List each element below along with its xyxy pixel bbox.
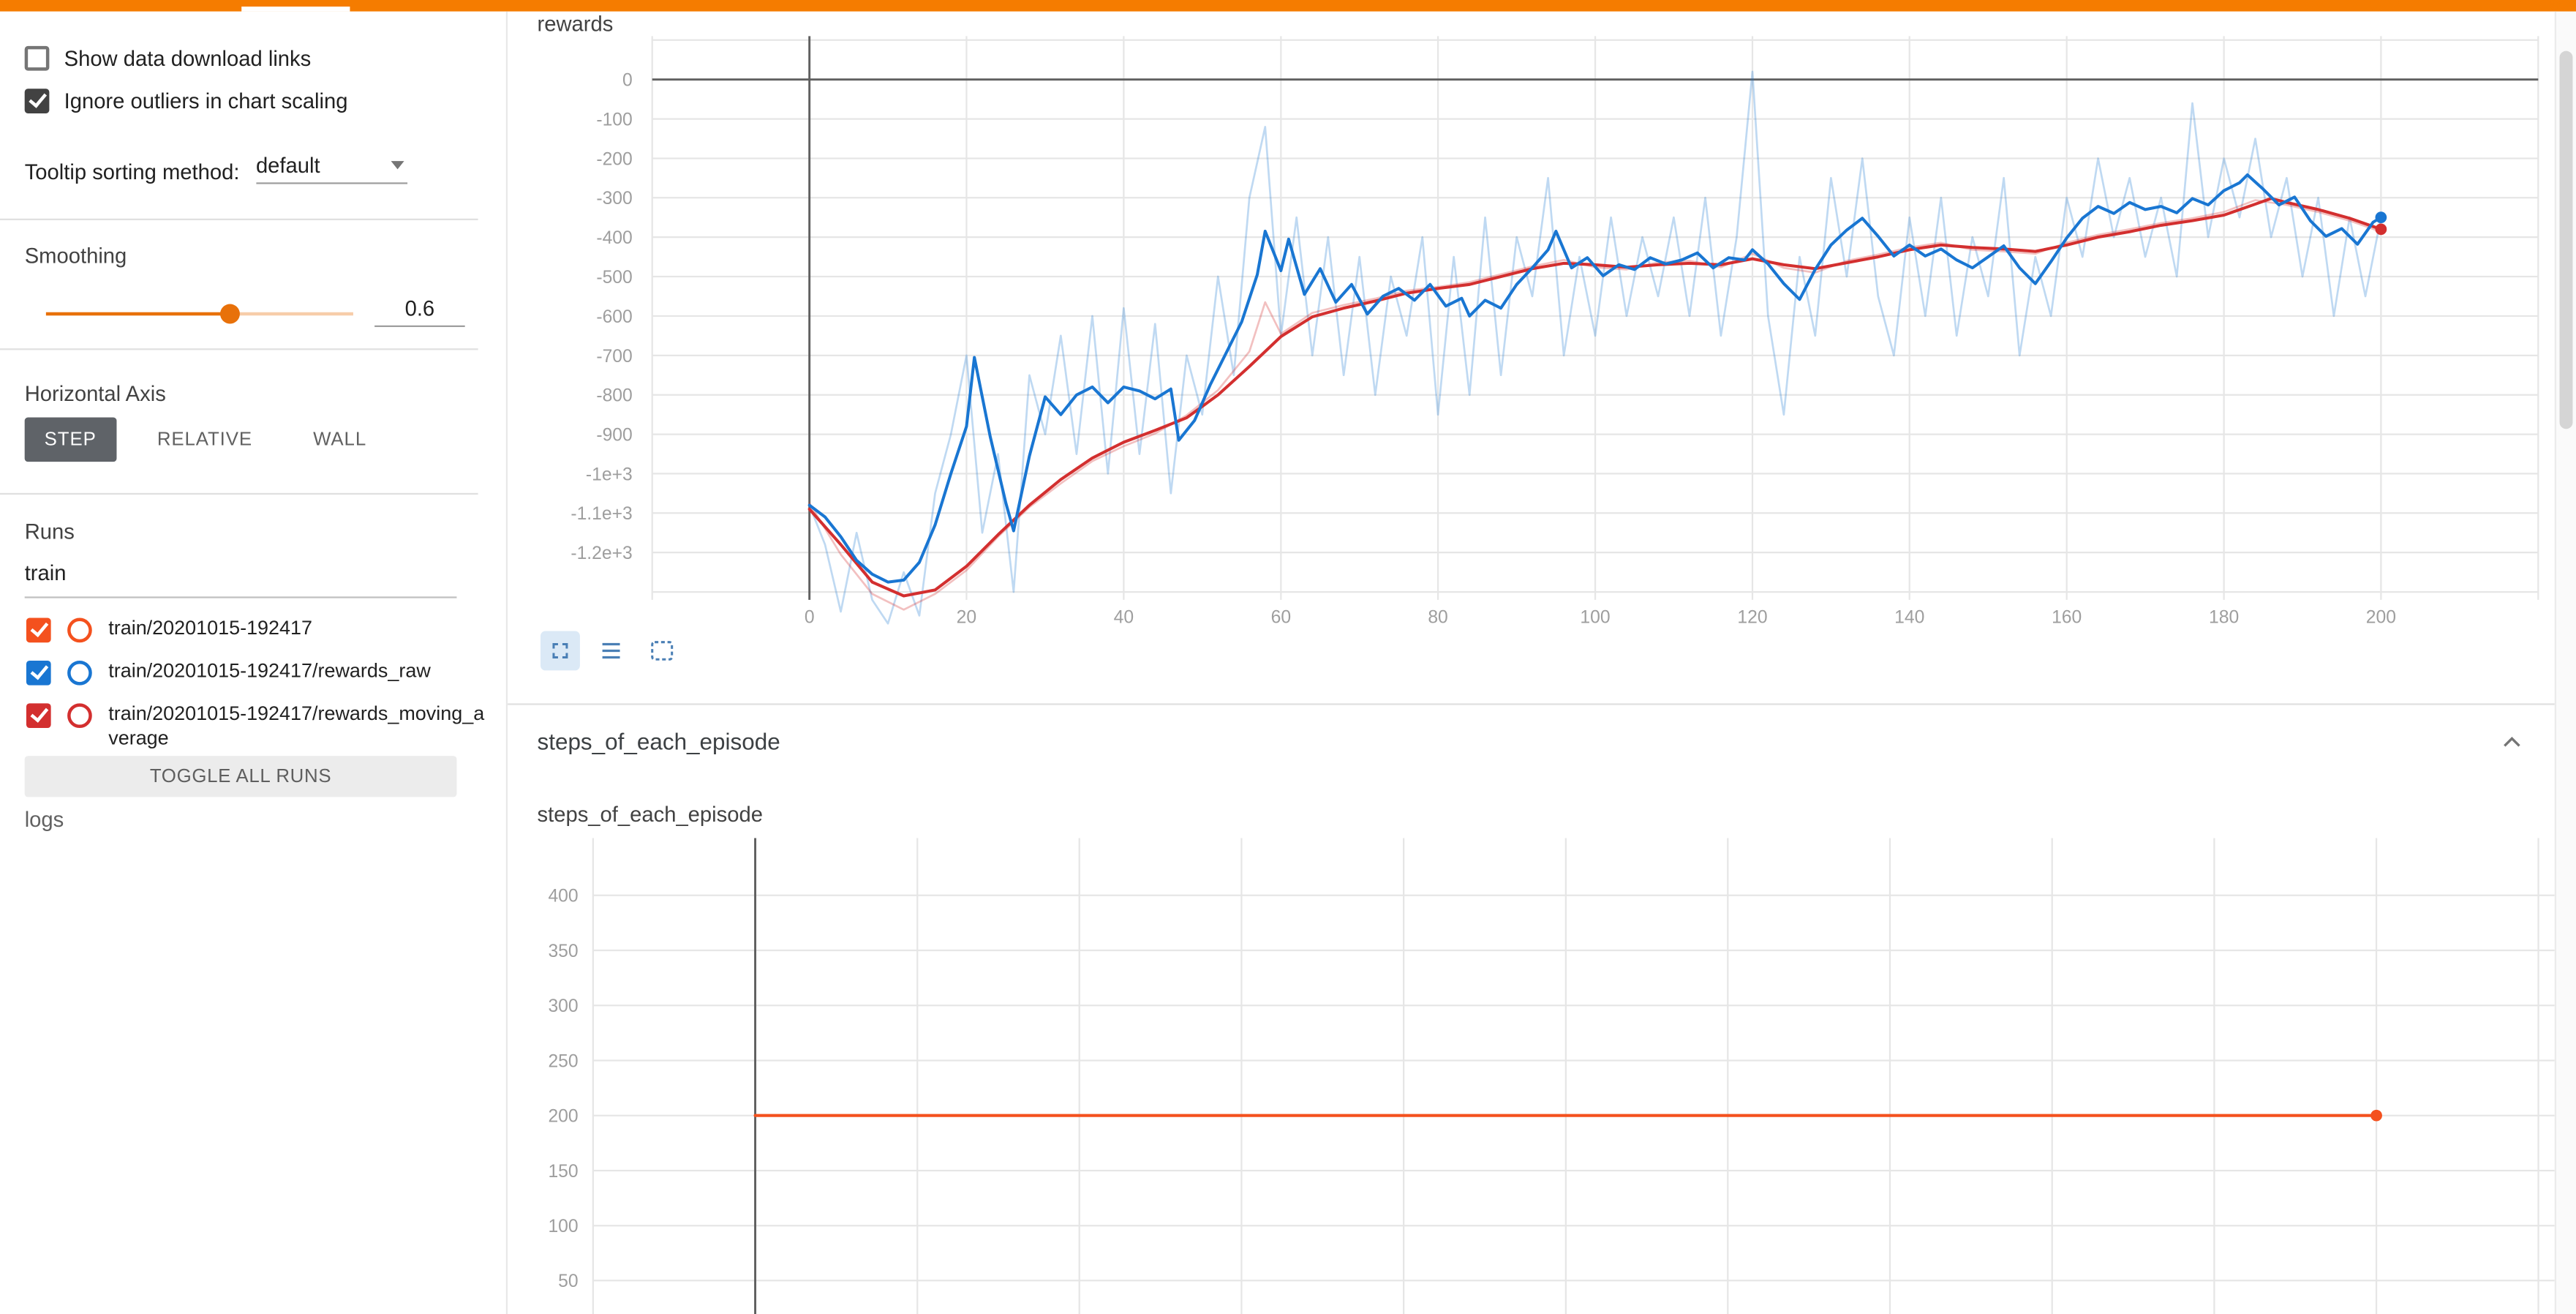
- svg-text:120: 120: [1737, 607, 1767, 627]
- axis-button-wall[interactable]: WALL: [293, 418, 386, 462]
- checkbox-icon[interactable]: [24, 45, 50, 71]
- svg-text:20: 20: [957, 607, 976, 627]
- svg-text:40: 40: [1114, 607, 1134, 627]
- axis-button-relative[interactable]: RELATIVE: [138, 418, 272, 462]
- checkbox-label: Show data download links: [64, 45, 312, 71]
- svg-text:-800: -800: [596, 386, 632, 406]
- run-checkbox[interactable]: [26, 703, 51, 729]
- svg-text:-1e+3: -1e+3: [586, 465, 633, 484]
- smoothing-slider-row: 0.6: [0, 291, 506, 327]
- fullscreen-icon[interactable]: [540, 631, 580, 671]
- svg-text:100: 100: [1580, 607, 1610, 627]
- tooltip-sorting-row: Tooltip sorting method: default: [25, 153, 407, 184]
- runs-filter-input[interactable]: train: [24, 560, 457, 598]
- svg-text:160: 160: [2052, 607, 2082, 627]
- header-bar: [0, 0, 2576, 12]
- divider: [0, 492, 478, 495]
- svg-text:400: 400: [548, 887, 578, 906]
- divider: [0, 348, 478, 350]
- svg-text:200: 200: [548, 1107, 578, 1127]
- run-checkbox[interactable]: [26, 660, 51, 686]
- run-label: train/20201015-192417/rewards_raw: [108, 658, 431, 683]
- svg-text:200: 200: [2366, 607, 2396, 627]
- run-item-0[interactable]: train/20201015-192417: [25, 616, 493, 643]
- svg-text:-900: -900: [596, 426, 632, 446]
- run-item-2[interactable]: train/20201015-192417/rewards_moving_ave…: [25, 702, 493, 751]
- scrollbar-thumb[interactable]: [2559, 50, 2573, 429]
- run-label: train/20201015-192417: [108, 616, 313, 639]
- section-header-label: steps_of_each_episode: [537, 728, 780, 754]
- toggle-all-runs-button[interactable]: TOGGLE ALL RUNS: [24, 756, 457, 797]
- svg-text:-1.1e+3: -1.1e+3: [570, 504, 632, 524]
- horizontal-axis-label: Horizontal Axis: [24, 381, 166, 406]
- section-divider: [508, 703, 2557, 705]
- svg-text:-300: -300: [596, 189, 632, 209]
- svg-text:80: 80: [1428, 607, 1447, 627]
- svg-text:180: 180: [2209, 607, 2239, 627]
- chart-toolbar: [540, 631, 693, 671]
- svg-text:-100: -100: [596, 110, 632, 130]
- svg-text:100: 100: [548, 1217, 578, 1236]
- slider-fill: [45, 312, 230, 316]
- svg-text:140: 140: [1894, 607, 1924, 627]
- section-header-steps[interactable]: steps_of_each_episode: [537, 728, 780, 754]
- svg-text:-400: -400: [596, 228, 632, 248]
- ignore-outliers-checkbox[interactable]: Ignore outliers in chart scaling: [24, 89, 348, 113]
- chevron-up-icon[interactable]: [2497, 728, 2526, 757]
- svg-text:0: 0: [622, 71, 633, 91]
- svg-text:-500: -500: [596, 268, 632, 288]
- run-checkbox[interactable]: [26, 617, 51, 643]
- run-color-swatch-icon: [67, 703, 92, 729]
- view-data-icon[interactable]: [592, 631, 631, 671]
- horizontal-axis-buttons: STEP RELATIVE WALL: [24, 417, 386, 462]
- run-item-1[interactable]: train/20201015-192417/rewards_raw: [25, 659, 493, 686]
- smoothing-value-input[interactable]: 0.6: [374, 296, 465, 327]
- sidebar: Show data download links Ignore outliers…: [0, 11, 508, 1314]
- main-scrollbar[interactable]: [2554, 11, 2576, 1314]
- checkbox-label: Ignore outliers in chart scaling: [64, 89, 348, 113]
- run-color-swatch-icon: [67, 660, 92, 686]
- logs-label: logs: [24, 806, 64, 832]
- active-tab-indicator: [241, 6, 350, 12]
- svg-text:-200: -200: [596, 150, 632, 170]
- chevron-down-icon: [391, 161, 404, 170]
- svg-text:250: 250: [548, 1051, 578, 1071]
- fit-domain-icon[interactable]: [642, 631, 682, 671]
- main-content: rewards 0 -100 -200 -300 -400 -500 -600 -700 -80…: [508, 11, 2557, 1314]
- svg-text:150: 150: [548, 1162, 578, 1182]
- svg-text:60: 60: [1271, 607, 1291, 627]
- svg-text:-700: -700: [596, 347, 632, 367]
- svg-text:-1.2e+3: -1.2e+3: [570, 544, 632, 563]
- tooltip-sorting-value: default: [255, 152, 320, 178]
- svg-text:300: 300: [548, 996, 578, 1016]
- slider-thumb[interactable]: [220, 304, 241, 324]
- svg-text:0: 0: [805, 607, 815, 627]
- steps-chart[interactable]: 400 350 300 250 200 150 100 50: [522, 838, 2556, 1314]
- smoothing-label: Smoothing: [24, 243, 127, 269]
- svg-text:-600: -600: [596, 307, 632, 327]
- smoothing-slider[interactable]: [45, 312, 353, 316]
- rewards-chart[interactable]: 0 -100 -200 -300 -400 -500 -600 -700 -800 -900 -1e…: [522, 29, 2556, 631]
- show-data-download-links-checkbox[interactable]: Show data download links: [24, 45, 312, 71]
- axis-button-step[interactable]: STEP: [24, 417, 116, 462]
- run-list: train/20201015-192417 train/20201015-192…: [25, 616, 493, 767]
- checkbox-icon[interactable]: [24, 89, 50, 113]
- steps-chart-title: steps_of_each_episode: [537, 802, 763, 827]
- tooltip-sorting-dropdown[interactable]: default: [255, 152, 407, 184]
- run-color-swatch-icon: [67, 617, 92, 643]
- run-label: train/20201015-192417/rewards_moving_ave…: [108, 702, 485, 750]
- divider: [0, 218, 478, 220]
- tooltip-sorting-label: Tooltip sorting method:: [24, 159, 240, 184]
- svg-text:50: 50: [558, 1272, 578, 1291]
- runs-label: Runs: [24, 519, 75, 544]
- rewards-chart-title: rewards: [537, 11, 614, 37]
- svg-text:350: 350: [548, 942, 578, 961]
